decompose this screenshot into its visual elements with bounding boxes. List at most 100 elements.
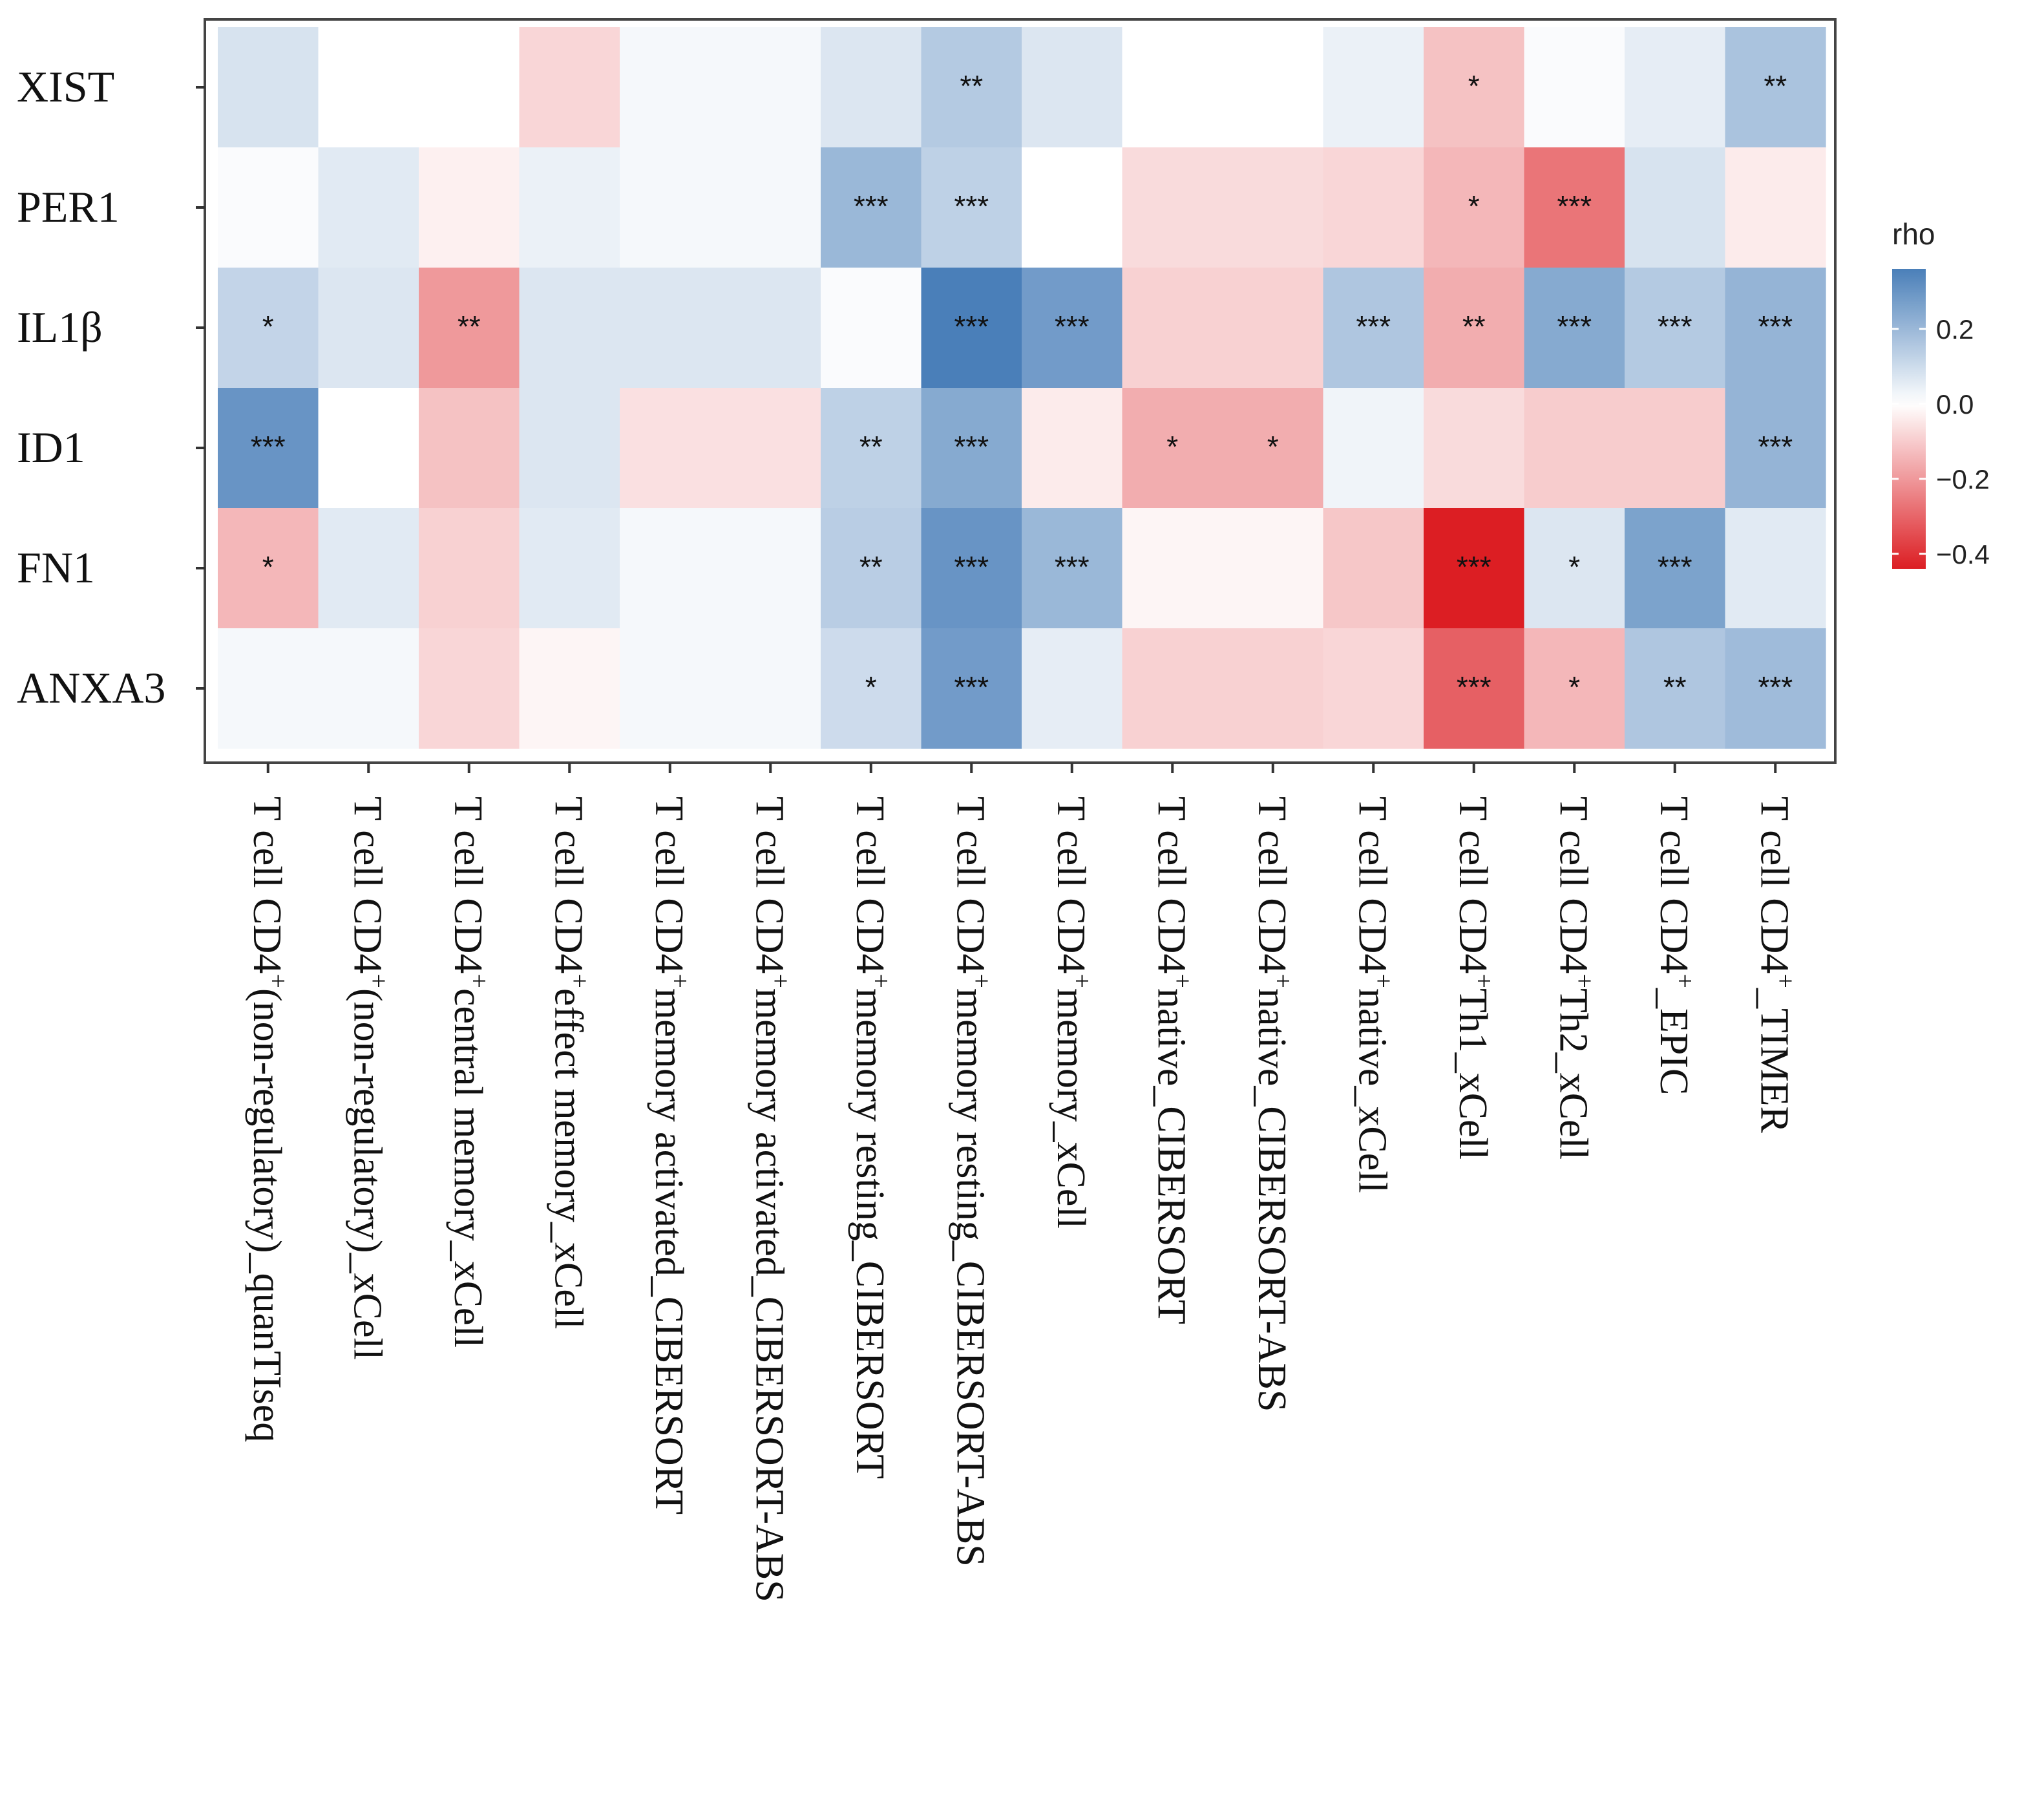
significance-star: *** xyxy=(1557,189,1592,223)
column-label: T cell CD4+native_CIBERSORT-ABS xyxy=(1250,796,1298,1412)
significance-stars: ** * ***** *** * **** ** *** *** *** ** *** *** *****… xyxy=(251,69,1793,704)
significance-star: * xyxy=(262,550,274,584)
heatmap-cell xyxy=(519,27,620,148)
significance-star: * xyxy=(262,310,274,343)
heatmap-cell xyxy=(1625,508,1726,629)
heatmap-cell xyxy=(921,27,1022,148)
heatmap-cell xyxy=(1323,268,1424,388)
heatmap-cell xyxy=(720,628,821,749)
heatmap-cell xyxy=(1725,268,1826,388)
column-axis: T cell CD4+(non-regulatory)_quanTIseq T c… xyxy=(245,763,1800,1602)
heatmap-cell xyxy=(1424,508,1525,629)
heatmap-cell xyxy=(419,268,520,388)
significance-star: *** xyxy=(1055,550,1090,584)
significance-star: *** xyxy=(954,550,989,584)
column-label: T cell CD4+native_xCell xyxy=(1350,796,1398,1193)
row-label: XIST xyxy=(17,62,114,111)
legend-ticks: 0.2 0.0 −0.2 −0.4 xyxy=(1892,314,1990,569)
column-label: T cell CD4+effect memory_xCell xyxy=(546,796,594,1329)
heatmap-cell xyxy=(218,388,319,509)
heatmap-cell xyxy=(1022,27,1123,148)
heatmap-cell xyxy=(218,628,319,749)
heatmap-cell xyxy=(821,27,922,148)
heatmap-cell xyxy=(519,628,620,749)
heatmap-cell xyxy=(821,268,922,388)
row-label: PER1 xyxy=(17,182,120,231)
plot-panel-border xyxy=(204,18,1837,764)
heatmap-cell xyxy=(1524,388,1625,509)
legend-tick-label: 0.2 xyxy=(1936,314,1974,345)
heatmap-cell xyxy=(1223,147,1324,268)
heatmap-cell xyxy=(821,147,922,268)
heatmap-cell xyxy=(921,388,1022,509)
column-label: T cell CD4+memory activated_CIBERSORT-AB… xyxy=(747,796,795,1602)
significance-star: *** xyxy=(1055,310,1090,343)
heatmap-cell xyxy=(1022,508,1123,629)
heatmap-cell xyxy=(1524,268,1625,388)
color-legend: rho 0.2 0.0 −0.2 −0.4 xyxy=(1892,217,1990,569)
heatmap-cell xyxy=(318,27,419,148)
heatmap-cell xyxy=(218,268,319,388)
column-label: T cell CD4+central memory_xCell xyxy=(446,796,494,1348)
legend-tick-label: 0.0 xyxy=(1936,389,1974,419)
row-label: ANXA3 xyxy=(17,663,165,712)
significance-star: ** xyxy=(1764,69,1787,103)
column-label: T cell CD4+Th2_xCell xyxy=(1551,796,1599,1160)
heatmap-cell xyxy=(318,268,419,388)
heatmap-cell xyxy=(1122,388,1223,509)
heatmap-cell xyxy=(1223,508,1324,629)
heatmap-cell xyxy=(519,147,620,268)
column-label: T cell CD4+memory activated_CIBERSORT xyxy=(647,796,695,1514)
heatmap-cell xyxy=(821,508,922,629)
heatmap-cells xyxy=(218,27,1826,749)
significance-star: ** xyxy=(859,550,883,584)
heatmap-cell xyxy=(1625,27,1726,148)
heatmap-cell xyxy=(318,508,419,629)
heatmap-cell xyxy=(1122,147,1223,268)
heatmap-cell xyxy=(1725,628,1826,749)
heatmap-cell xyxy=(720,268,821,388)
heatmap-cell xyxy=(1424,27,1525,148)
row-label: FN1 xyxy=(17,543,95,592)
heatmap-cell xyxy=(1323,508,1424,629)
heatmap-cell xyxy=(419,27,520,148)
column-label: T cell CD4+memory resting_CIBERSORT-ABS xyxy=(948,796,996,1567)
heatmap-cell xyxy=(921,628,1022,749)
heatmap-cell xyxy=(921,268,1022,388)
significance-star: ** xyxy=(859,430,883,463)
heatmap-cell xyxy=(1122,27,1223,148)
column-label: T cell CD4+_EPIC xyxy=(1652,796,1700,1095)
heatmap-cell xyxy=(1022,628,1123,749)
heatmap-cell xyxy=(218,508,319,629)
significance-star: *** xyxy=(1758,670,1793,704)
heatmap-cell xyxy=(1725,388,1826,509)
heatmap-cell xyxy=(1022,268,1123,388)
significance-star: *** xyxy=(1758,310,1793,343)
significance-star: *** xyxy=(1658,310,1692,343)
heatmap-cell xyxy=(620,27,721,148)
significance-star: *** xyxy=(1658,550,1692,584)
column-label: T cell CD4+_TIMER xyxy=(1752,796,1800,1133)
heatmap-cell xyxy=(620,147,721,268)
significance-star: * xyxy=(1468,189,1480,223)
heatmap-cell xyxy=(1424,268,1525,388)
significance-star: *** xyxy=(954,670,989,704)
significance-star: * xyxy=(1468,69,1480,103)
significance-star: * xyxy=(1568,670,1580,704)
heatmap-cell xyxy=(1122,508,1223,629)
legend-tick-label: −0.2 xyxy=(1936,464,1990,494)
heatmap-cell xyxy=(218,147,319,268)
heatmap-cell xyxy=(419,628,520,749)
heatmap-cell xyxy=(318,628,419,749)
significance-star: *** xyxy=(954,310,989,343)
row-label: ID1 xyxy=(17,423,85,472)
row-axis: XIST PER1 IL1β ID1 FN1 ANXA3 xyxy=(17,62,205,712)
heatmap-cell xyxy=(1323,27,1424,148)
heatmap-cell xyxy=(620,628,721,749)
heatmap-cell xyxy=(821,628,922,749)
heatmap-cell xyxy=(419,147,520,268)
heatmap-cell xyxy=(1022,147,1123,268)
heatmap-cell xyxy=(1625,147,1726,268)
heatmap-cell xyxy=(1022,388,1123,509)
